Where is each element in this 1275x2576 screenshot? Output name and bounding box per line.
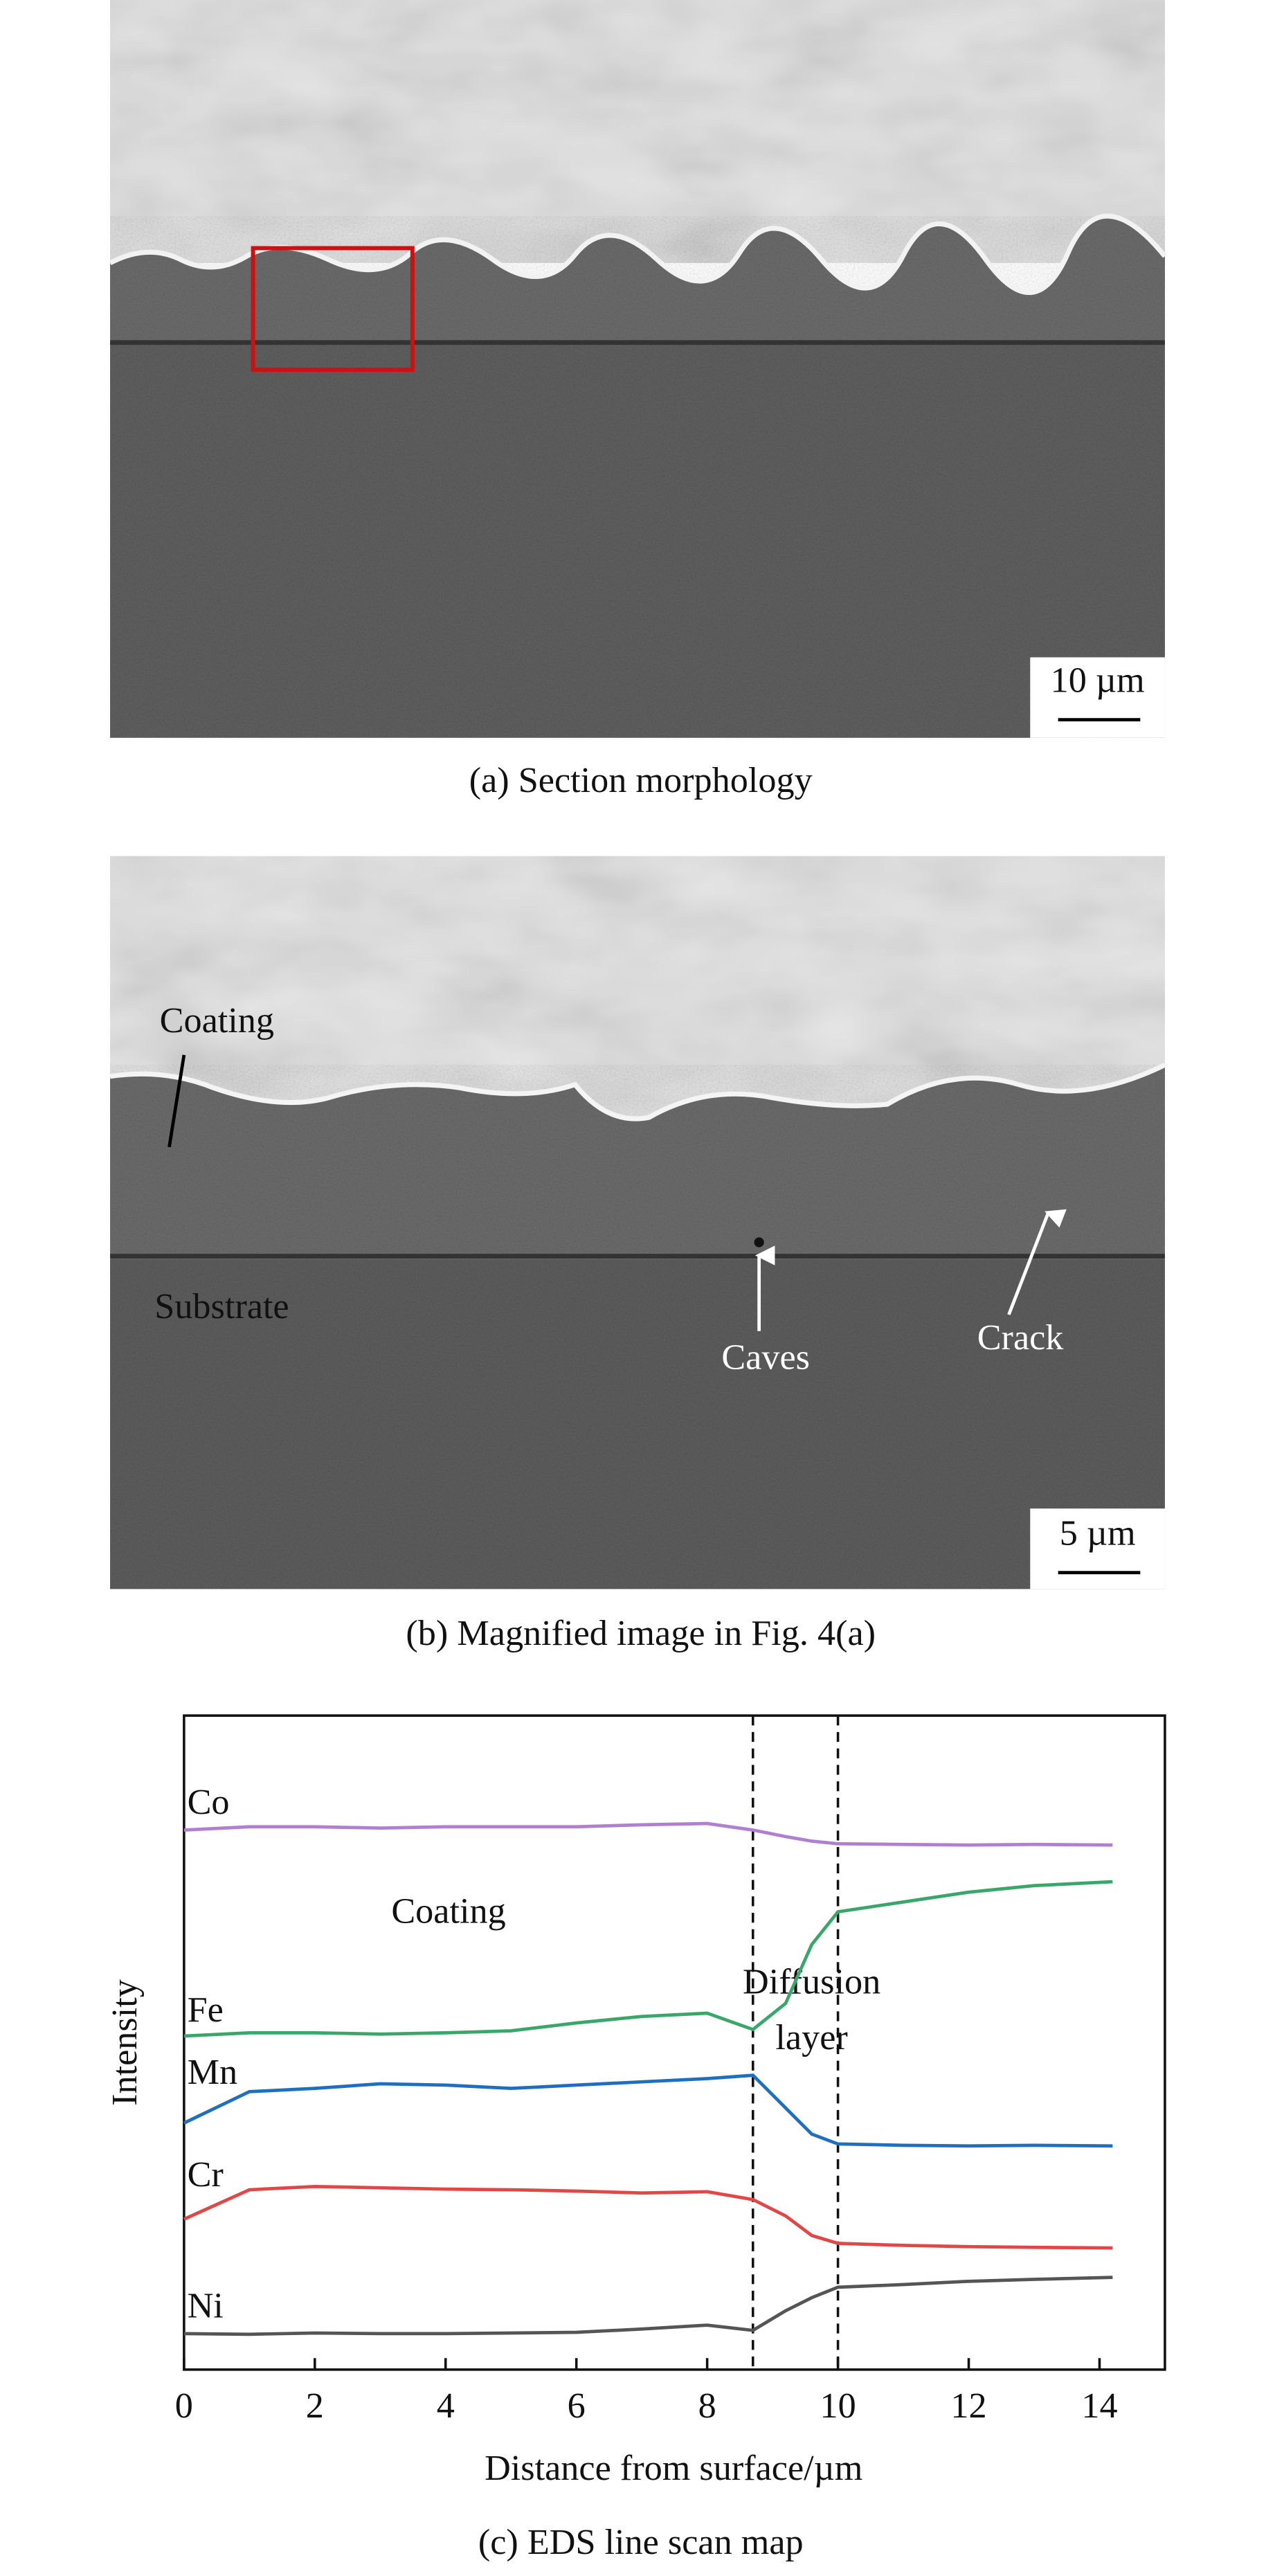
series-label: Mn bbox=[188, 2052, 238, 2092]
y-axis-label: Intensity bbox=[105, 1979, 145, 2106]
caption: (c) EDS line scan map bbox=[478, 2522, 804, 2562]
series-line bbox=[183, 1880, 1113, 2038]
x-axis-label: Distance from surface/µm bbox=[485, 2448, 862, 2488]
series-line bbox=[183, 2073, 1113, 2148]
series-line bbox=[183, 1821, 1113, 1847]
caption: (a) Section morphology bbox=[469, 760, 813, 800]
series-line bbox=[183, 2184, 1113, 2250]
sem-image-b bbox=[109, 856, 1166, 1589]
scale-bar-label: 10 µm bbox=[1051, 660, 1145, 700]
series-label: Fe bbox=[188, 1990, 224, 2030]
x-tick-label: 6 bbox=[568, 2386, 586, 2426]
x-tick-label: 2 bbox=[306, 2386, 324, 2426]
annotation: Caves bbox=[721, 1337, 810, 1377]
series-label: Co bbox=[188, 1782, 230, 1822]
annotation: layer bbox=[775, 2017, 847, 2057]
scale-bar-label: 5 µm bbox=[1060, 1513, 1136, 1553]
x-tick-label: 10 bbox=[820, 2386, 856, 2426]
annotation: Coating bbox=[391, 1891, 505, 1931]
series-label: Cr bbox=[188, 2154, 224, 2195]
annotation: Diffusion bbox=[743, 1961, 880, 2001]
plot-frame bbox=[183, 1714, 1166, 2371]
series-label: Ni bbox=[188, 2285, 224, 2325]
caption: (b) Magnified image in Fig. 4(a) bbox=[406, 1613, 876, 1653]
sem-image-a bbox=[109, 0, 1167, 738]
annotation: Coating bbox=[160, 1000, 274, 1041]
annotation: Crack bbox=[977, 1317, 1065, 1358]
series-line bbox=[183, 2276, 1113, 2336]
annotation: Substrate bbox=[154, 1286, 289, 1326]
x-tick-label: 14 bbox=[1081, 2386, 1117, 2426]
x-tick-label: 8 bbox=[698, 2386, 716, 2426]
x-tick-label: 12 bbox=[950, 2386, 986, 2426]
x-tick-label: 4 bbox=[437, 2386, 455, 2426]
x-tick-label: 0 bbox=[175, 2386, 193, 2426]
